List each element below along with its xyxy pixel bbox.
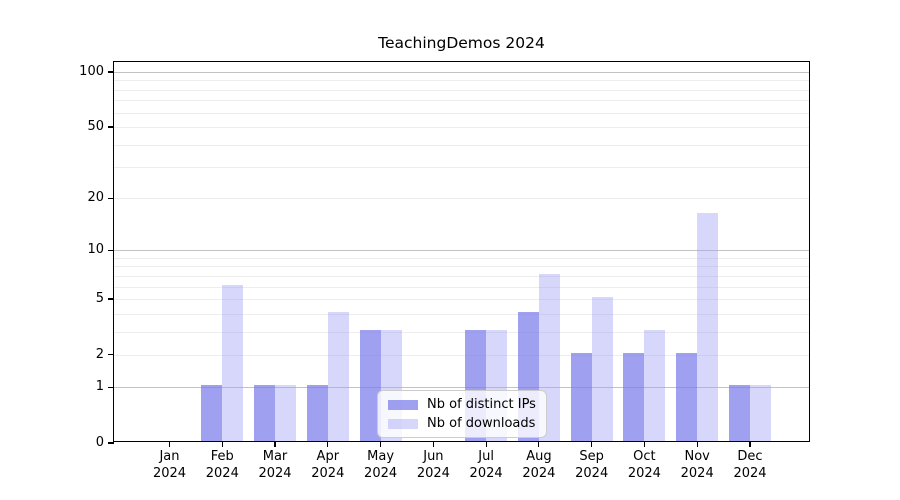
- gridline-minor-70: [114, 100, 809, 102]
- gridline-minor-4: [114, 313, 809, 315]
- bar-downloads-Feb: [222, 284, 244, 441]
- gridline-minor-80: [114, 89, 809, 91]
- bar-downloads-Oct: [644, 329, 666, 441]
- x-axis-tick-Apr: [327, 441, 329, 447]
- x-axis-tick-Feb: [221, 441, 223, 447]
- bar-ips-Nov: [676, 352, 698, 441]
- bar-downloads-Sep: [591, 297, 613, 441]
- bar-downloads-Mar: [275, 385, 296, 441]
- x-axis-tick-Aug: [538, 441, 540, 447]
- gridline-minor-60: [114, 112, 809, 114]
- gridline-minor-9: [114, 257, 809, 259]
- x-axis-tick-May: [379, 441, 382, 447]
- y-axis-tick-5: [108, 298, 114, 300]
- gridline-minor-3: [114, 331, 809, 333]
- bar-ips-Dec: [729, 385, 750, 441]
- x-axis-tick-Mar: [274, 441, 276, 447]
- y-tick-label-1: 1: [95, 379, 104, 395]
- x-axis-tick-Nov: [696, 441, 698, 447]
- legend-item-distinct-ips: Nb of distinct IPs: [388, 397, 536, 412]
- bar-ips-Mar: [254, 385, 275, 441]
- gridline-minor-8: [114, 266, 809, 268]
- gridline-minor-40: [114, 144, 809, 146]
- gridline-minor-2: [114, 354, 809, 356]
- gridline-minor-20: [114, 198, 809, 200]
- y-axis-tick-20: [108, 197, 114, 199]
- y-tick-label-2: 2: [95, 346, 104, 362]
- plot-area: 0 1 2 5 10 20 50 100 Jan 2024 Feb 2024 Mar 2024 Apr…: [79, 61, 810, 481]
- bar-downloads-Apr: [327, 311, 349, 441]
- bar-ips-May: [359, 329, 381, 441]
- gridline-major-100: [114, 72, 809, 73]
- y-tick-label-10: 10: [87, 242, 104, 258]
- y-axis-tick-0: [108, 442, 114, 444]
- x-tick-label-Apr: Apr 2024: [311, 449, 345, 481]
- x-tick-label-Sep: Sep 2024: [575, 449, 609, 481]
- bar-ips-Sep: [570, 352, 592, 441]
- bar-ips-Oct: [623, 352, 645, 441]
- gridline-minor-50: [114, 126, 809, 128]
- y-tick-label-50: 50: [87, 118, 104, 134]
- legend-swatch-downloads: [388, 418, 418, 429]
- gridline-minor-5: [114, 299, 809, 300]
- legend: Nb of distinct IPs Nb of downloads: [377, 390, 547, 438]
- bar-downloads-Dec: [750, 385, 771, 441]
- y-axis-tick-2: [108, 354, 114, 356]
- y-tick-label-100: 100: [79, 64, 104, 79]
- x-tick-label-Oct: Oct 2024: [627, 449, 661, 481]
- gridline-minor-7: [114, 275, 809, 277]
- gridline-major-10: [114, 250, 809, 252]
- x-tick-label-Feb: Feb 2024: [205, 449, 239, 481]
- x-axis-tick-Oct: [643, 441, 646, 447]
- bar-ips-Apr: [306, 385, 328, 441]
- x-axis-tick-Dec: [749, 441, 751, 447]
- chart-title: TeachingDemos 2024: [378, 34, 545, 52]
- bar-downloads-Nov: [697, 213, 719, 441]
- y-tick-label-0: 0: [95, 435, 104, 450]
- x-tick-label-Jun: Jun 2024: [416, 449, 450, 481]
- x-tick-label-Nov: Nov 2024: [680, 449, 714, 481]
- y-tick-label-20: 20: [87, 190, 104, 206]
- x-axis-tick-Jun: [432, 441, 434, 447]
- x-tick-label-May: May 2024: [364, 449, 398, 481]
- gridline-minor-90: [114, 80, 809, 82]
- gridline-minor-30: [114, 166, 809, 168]
- bar-ips-Feb: [201, 385, 223, 441]
- gridline-major-1: [114, 387, 809, 389]
- x-tick-label-Jan: Jan 2024: [152, 449, 187, 481]
- x-tick-label-Dec: Dec 2024: [733, 449, 767, 481]
- x-axis-tick-Sep: [591, 441, 593, 447]
- x-axis-tick-Jan: [168, 441, 171, 447]
- x-tick-label-Jul: Jul 2024: [469, 449, 503, 481]
- y-tick-label-5: 5: [95, 291, 104, 306]
- y-axis-tick-100: [108, 71, 114, 73]
- gridline-minor-6: [114, 286, 809, 288]
- x-tick-label-Mar: Mar 2024: [258, 449, 292, 481]
- y-axis-tick-10: [108, 249, 114, 251]
- x-tick-label-Aug: Aug 2024: [522, 449, 556, 481]
- legend-item-downloads: Nb of downloads: [388, 416, 536, 431]
- legend-swatch-distinct-ips: [388, 399, 418, 410]
- y-axis-tick-50: [108, 126, 114, 128]
- y-axis-tick-1: [108, 386, 114, 388]
- legend-label-downloads: Nb of downloads: [427, 416, 536, 431]
- x-axis-tick-Jul: [485, 441, 487, 447]
- legend-label-distinct-ips: Nb of distinct IPs: [427, 397, 536, 412]
